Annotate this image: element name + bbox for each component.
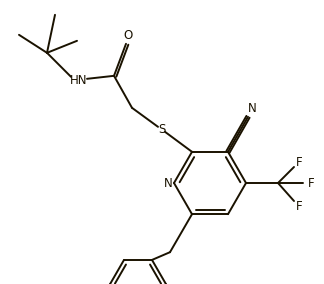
Text: N: N [248, 102, 256, 115]
Text: F: F [296, 201, 302, 214]
Text: HN: HN [70, 74, 88, 87]
Text: S: S [158, 123, 166, 136]
Text: O: O [123, 29, 133, 42]
Text: N: N [164, 176, 172, 189]
Text: F: F [308, 176, 314, 189]
Text: F: F [296, 156, 302, 168]
